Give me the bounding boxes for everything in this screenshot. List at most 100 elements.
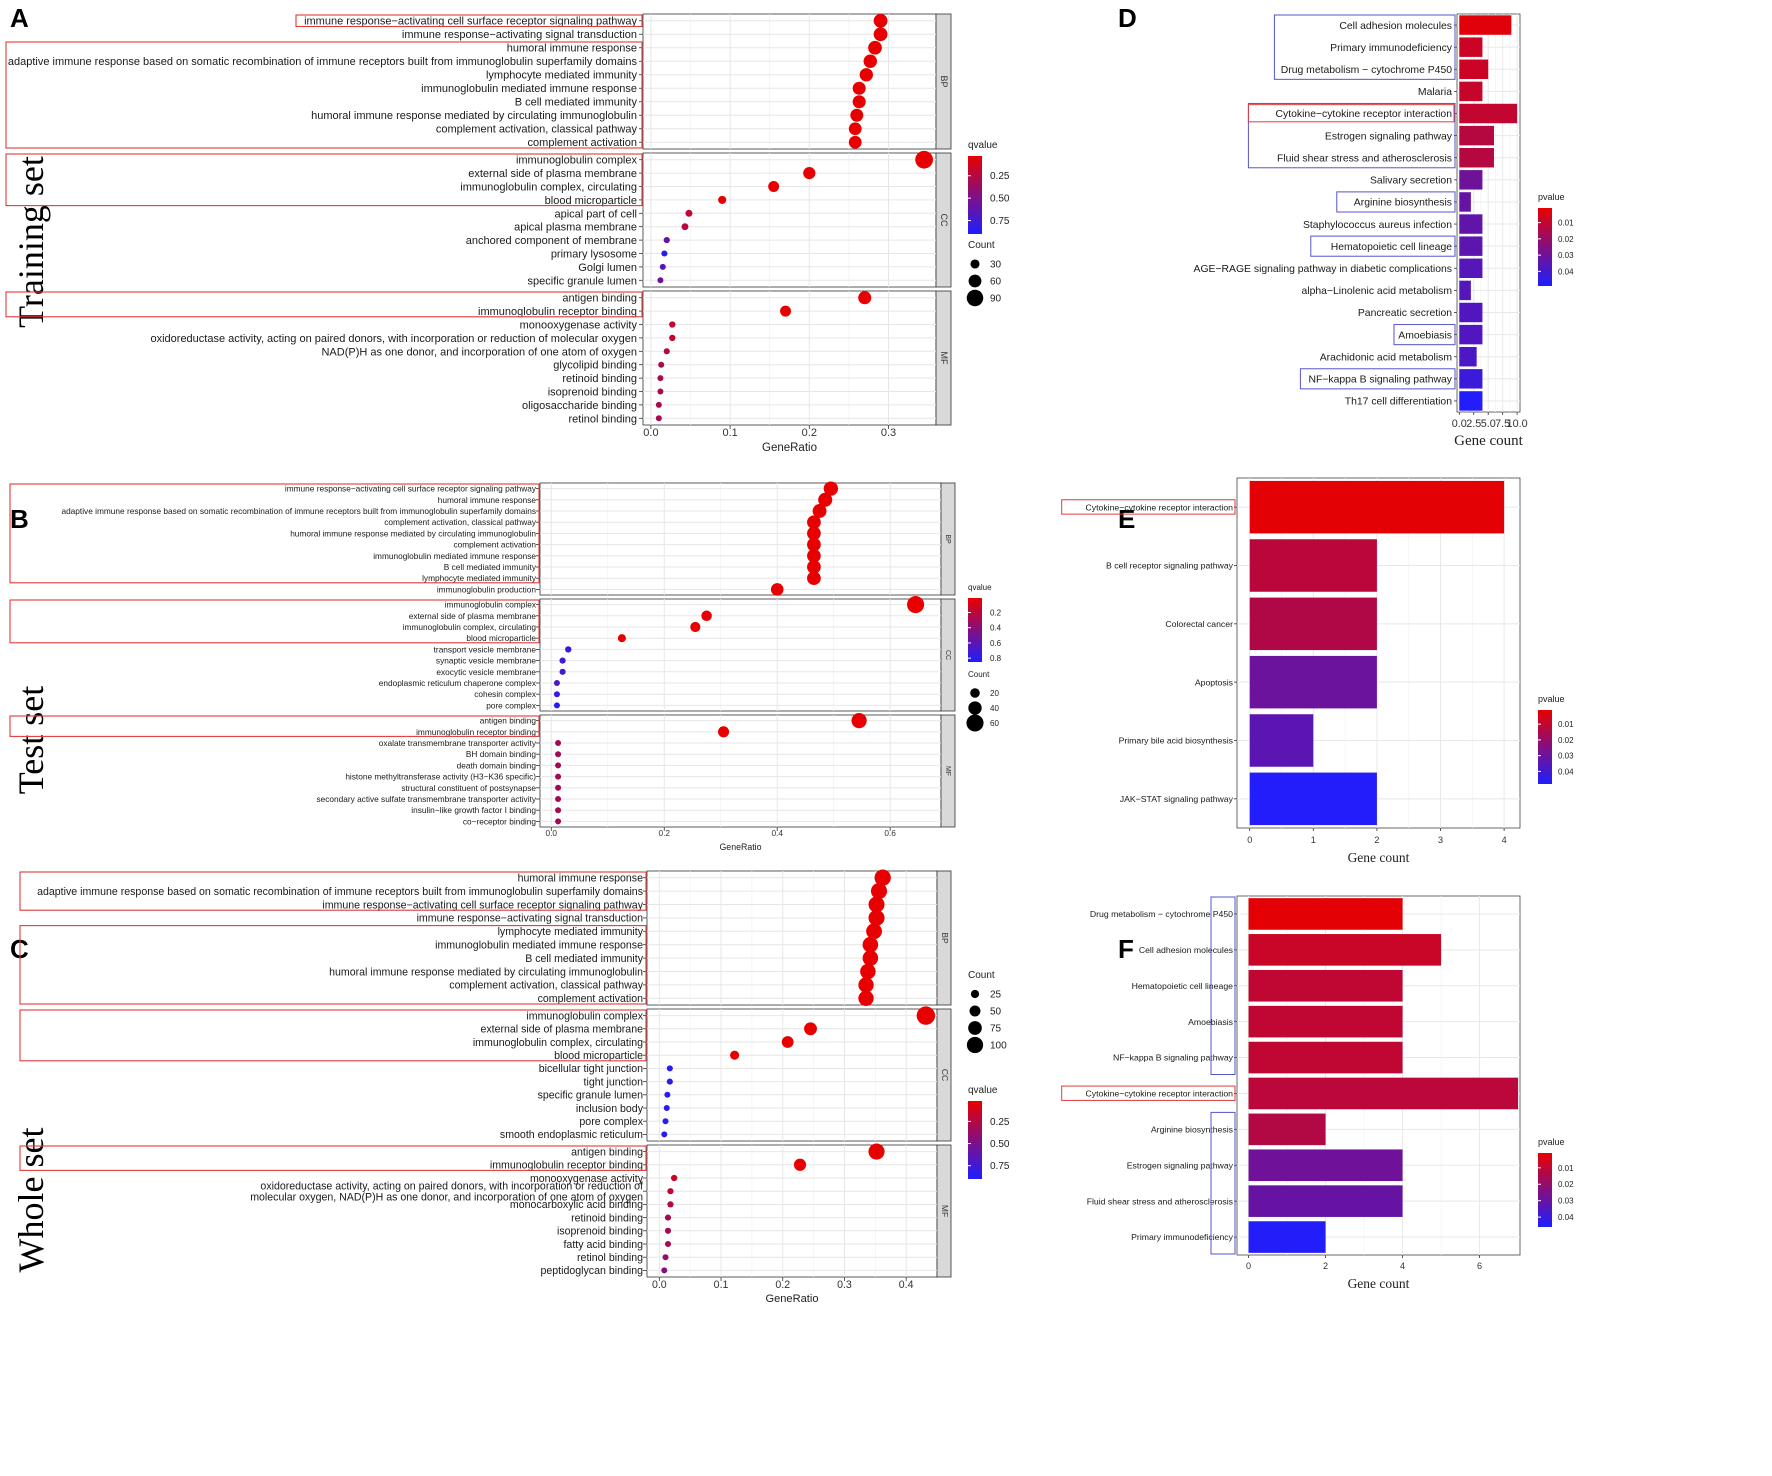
panel-e-category-label-apoptosis: Apoptosis — [1195, 677, 1234, 687]
panel-c-point-immune-response-activating-signal-transd — [868, 909, 885, 926]
panel-b-term-label-immunoglobulin-receptor-binding: immunoglobulin receptor binding — [416, 727, 536, 737]
panel-c-point-adaptive-immune-response-based-on-somati — [870, 883, 888, 900]
panel-f-legend-tick-3: 0.04 — [1558, 1213, 1574, 1222]
panel-a-term-label-humoral-immune-response-mediated-by-circ: humoral immune response mediated by circ… — [311, 110, 637, 122]
panel-letter-f: F — [1118, 934, 1134, 964]
panel-f-highlight-box — [1210, 1111, 1236, 1255]
panel-c-term-label-external-side-of-plasma-membrane: external side of plasma membrane — [480, 1024, 643, 1036]
panel-c-point-humoral-immune-response-mediated-by-circ — [860, 963, 876, 980]
panel-a-legend-size-dot-2 — [966, 289, 984, 307]
panel-c-term-label-line2: molecular oxygen, NAD(P)H as one donor, … — [250, 1191, 643, 1203]
panel-b-term-label-structural-constituent-of-postsynapse: structural constituent of postsynapse — [401, 783, 536, 793]
panel-a-dotplot: BP immune response−activating cell surfac… — [5, 13, 1010, 454]
panel-c-point-lymphocyte-mediated-immunity — [866, 923, 882, 940]
panel-c-point-monooxygenase-activity — [670, 1174, 678, 1182]
panel-d-bar-hematopoietic-cell-lineage — [1459, 236, 1483, 256]
panel-e-legend-tick-1: 0.02 — [1558, 736, 1574, 745]
panel-c-facet-mf: MF antigen binding immunoglobulin receptor… — [19, 1143, 952, 1278]
panel-b-xtick-label-0: 0.0 — [546, 828, 558, 838]
panel-c-legend-size-dot-0 — [970, 989, 980, 999]
panel-e-category-label-primary-bile-acid-biosynthesis: Primary bile acid biosynthesis — [1119, 736, 1234, 746]
panel-a-term-label-adaptive-immune-response-based-on-somati: adaptive immune response based on somati… — [8, 56, 638, 68]
panel-c-term-label-bicellular-tight-junction: bicellular tight junction — [539, 1063, 643, 1075]
panel-b-point-cohesin-complex — [553, 691, 560, 698]
panel-b-highlight-box — [9, 715, 540, 737]
panel-b-legend-color-tick-2: 0.6 — [990, 639, 1002, 648]
panel-f-category-label-cell-adhesion-molecules: Cell adhesion molecules — [1139, 945, 1234, 955]
panel-a-legend-color-tick-0: 0.25 — [990, 171, 1010, 182]
panel-c-point-oxidoreductase-activity-acting-on-paired — [667, 1188, 674, 1195]
panel-a-strip-label-cc: CC — [939, 214, 949, 227]
panel-c-point-complement-activation-classical-pathway — [858, 977, 874, 993]
panel-f-legend-tick-2: 0.03 — [1558, 1197, 1574, 1206]
panel-e-xtick-label-1: 1 — [1311, 835, 1316, 845]
panel-c-term-label-retinoid-binding: retinoid binding — [571, 1212, 643, 1224]
panel-a-legend-colorbar — [968, 156, 982, 234]
panel-d-bar-staphylococcus-aureus-infection — [1459, 214, 1483, 234]
panel-b-legend-size-tick-1: 40 — [990, 704, 999, 713]
panel-a-point-lymphocyte-mediated-immunity — [859, 68, 873, 82]
panel-e-bar-cytokine-cytokine-receptor-interaction — [1249, 480, 1505, 534]
panel-b-term-label-death-domain-binding: death domain binding — [457, 760, 537, 770]
panel-b-xaxis-title: GeneRatio — [719, 842, 761, 852]
panel-c-legend-size-tick-1: 50 — [990, 1007, 1002, 1018]
panel-f-bar-arginine-biosynthesis — [1248, 1113, 1326, 1146]
panel-d-category-label-cytokine-cytokine-receptor-interaction: Cytokine−cytokine receptor interaction — [1276, 109, 1453, 120]
panel-f-barchart: Drug metabolism − cytochrome P450 Cell ad… — [1061, 895, 1574, 1291]
panel-d-xtick-label-1: 2.5 — [1466, 418, 1481, 430]
panel-d-category-label-cell-adhesion-molecules: Cell adhesion molecules — [1339, 21, 1452, 32]
panel-b-legend-colorbar — [968, 598, 982, 662]
panel-a-term-label-immunoglobulin-complex: immunoglobulin complex — [516, 155, 638, 167]
panel-e-category-label-cytokine-cytokine-receptor-interaction: Cytokine−cytokine receptor interaction — [1085, 502, 1233, 512]
panel-c-facet-frame — [646, 1144, 938, 1278]
panel-f-category-label-drug-metabolism-cytochrome-p450: Drug metabolism − cytochrome P450 — [1090, 909, 1233, 919]
panel-b-legend-color-title: qvalue — [968, 583, 992, 592]
panel-a-term-label-lymphocyte-mediated-immunity: lymphocyte mediated immunity — [486, 70, 638, 82]
panel-a-point-apical-plasma-membrane — [681, 223, 689, 231]
panel-f-category-label-primary-immunodeficiency: Primary immunodeficiency — [1131, 1232, 1234, 1242]
panel-f-bar-estrogen-signaling-pathway — [1248, 1149, 1403, 1182]
panel-b-term-label-immune-response-activating-cell-surface-: immune response−activating cell surface … — [285, 484, 537, 494]
panel-a-xtick-label-0: 0.0 — [643, 427, 658, 439]
panel-a-point-humoral-immune-response-mediated-by-circ — [850, 108, 864, 122]
panel-b-point-insulin-like-growth-factor-i-binding — [555, 807, 562, 814]
panel-b-term-label-external-side-of-plasma-membrane: external side of plasma membrane — [409, 611, 537, 621]
panel-c-legend-size-dot-3 — [966, 1036, 984, 1054]
panel-c-xtick-label-1: 0.1 — [714, 1279, 729, 1291]
panel-e-bar-jak-stat-signaling-pathway — [1249, 772, 1377, 826]
panel-c-highlight-box — [19, 871, 647, 911]
panel-c-point-external-side-of-plasma-membrane — [804, 1022, 817, 1036]
panel-e-legend-tick-0: 0.01 — [1558, 720, 1574, 729]
panel-a-xtick-label-3: 0.3 — [881, 427, 896, 439]
panel-d-bar-estrogen-signaling-pathway — [1459, 125, 1494, 146]
panel-c-point-bicellular-tight-junction — [666, 1065, 673, 1072]
panel-b-term-label-adaptive-immune-response-based-on-somati: adaptive immune response based on somati… — [61, 506, 536, 516]
panel-a-point-humoral-immune-response — [868, 40, 882, 55]
panel-e-bar-colorectal-cancer — [1249, 597, 1377, 651]
panel-c-strip-label-mf: MF — [940, 1205, 950, 1217]
panel-a-term-label-retinoid-binding: retinoid binding — [562, 373, 637, 385]
panel-d-xaxis-title: Gene count — [1454, 433, 1524, 449]
panel-a-point-complement-activation-classical-pathway — [848, 122, 862, 136]
panel-a-point-anchored-component-of-membrane — [663, 236, 670, 244]
panel-e-legend-tick-3: 0.04 — [1558, 767, 1574, 776]
panel-d-bar-alpha-linolenic-acid-metabolism — [1459, 280, 1471, 301]
panel-a-point-immunoglobulin-complex — [915, 150, 934, 169]
panel-c-facet-strip — [936, 1144, 952, 1278]
panel-a-term-label-immune-response-activating-cell-surface-: immune response−activating cell surface … — [304, 16, 637, 28]
panel-d-bar-age-rage-signaling-pathway-in-diabetic-c — [1459, 258, 1483, 279]
panel-d-category-label-pancreatic-secretion: Pancreatic secretion — [1358, 308, 1452, 319]
panel-a-term-label-antigen-binding: antigen binding — [562, 293, 637, 305]
panel-d-category-label-amoebiasis: Amoebiasis — [1398, 330, 1452, 341]
panel-c-legend-colorbar — [968, 1101, 982, 1179]
panel-d-legend-tick-1: 0.02 — [1558, 235, 1574, 244]
panel-a-point-oligosaccharide-binding — [655, 401, 662, 408]
panel-b-point-immunoglobulin-complex — [907, 596, 925, 614]
panel-c-term-label-complement-activation-classical-pathway: complement activation, classical pathway — [449, 980, 643, 992]
panel-b-strip-label-bp: BP — [944, 534, 951, 544]
panel-d-bar-drug-metabolism-cytochrome-p450 — [1459, 59, 1489, 80]
panel-a-legend-size-tick-0: 30 — [990, 260, 1002, 271]
panel-b-facet-frame — [539, 482, 942, 596]
panel-b-term-label-humoral-immune-response: humoral immune response — [438, 495, 537, 505]
